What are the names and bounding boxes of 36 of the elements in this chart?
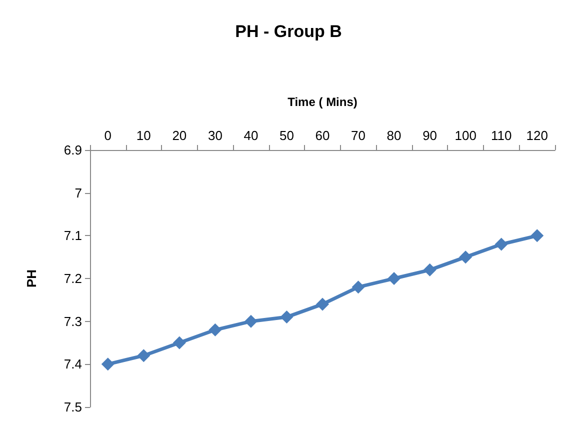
x-tick-label: 50 bbox=[279, 128, 294, 143]
point bbox=[172, 336, 186, 350]
x-tick-label: 100 bbox=[454, 128, 476, 143]
x-axis-title: Time ( Mins) bbox=[288, 95, 358, 109]
y-axis-title: PH bbox=[24, 269, 39, 288]
x-tick-label: 40 bbox=[244, 128, 258, 143]
x-tick-label: 0 bbox=[104, 128, 112, 143]
point bbox=[280, 310, 294, 324]
point bbox=[530, 229, 544, 242]
y-tick-label: 7.4 bbox=[64, 356, 82, 372]
y-tick-label: 7.2 bbox=[64, 271, 82, 286]
x-tick-label: 10 bbox=[136, 128, 151, 143]
point bbox=[101, 358, 114, 371]
chart-title: PH - Group B bbox=[235, 22, 342, 41]
x-tick-label: 110 bbox=[490, 128, 512, 143]
point bbox=[352, 280, 365, 294]
y-tick-label: 6.9 bbox=[64, 142, 82, 158]
x-tick-label: 60 bbox=[315, 128, 330, 143]
y-tick-label: 7.5 bbox=[64, 400, 82, 414]
point bbox=[244, 314, 258, 328]
y-tick-label: 7 bbox=[74, 185, 82, 200]
x-tick-label: 70 bbox=[351, 128, 366, 143]
x-tick-label: 30 bbox=[208, 128, 222, 143]
x-tick-label: 20 bbox=[172, 128, 187, 143]
point bbox=[423, 263, 436, 276]
x-tick-label: 120 bbox=[526, 128, 548, 143]
point bbox=[494, 238, 508, 251]
y-tick-label: 7.3 bbox=[64, 314, 82, 329]
x-tick-label: 90 bbox=[422, 128, 438, 143]
x-tick-label: 80 bbox=[386, 128, 402, 143]
point bbox=[208, 323, 222, 336]
point bbox=[137, 349, 150, 362]
point bbox=[316, 298, 329, 311]
point bbox=[459, 250, 472, 264]
point bbox=[388, 272, 401, 285]
y-tick-label: 7.1 bbox=[64, 228, 82, 244]
